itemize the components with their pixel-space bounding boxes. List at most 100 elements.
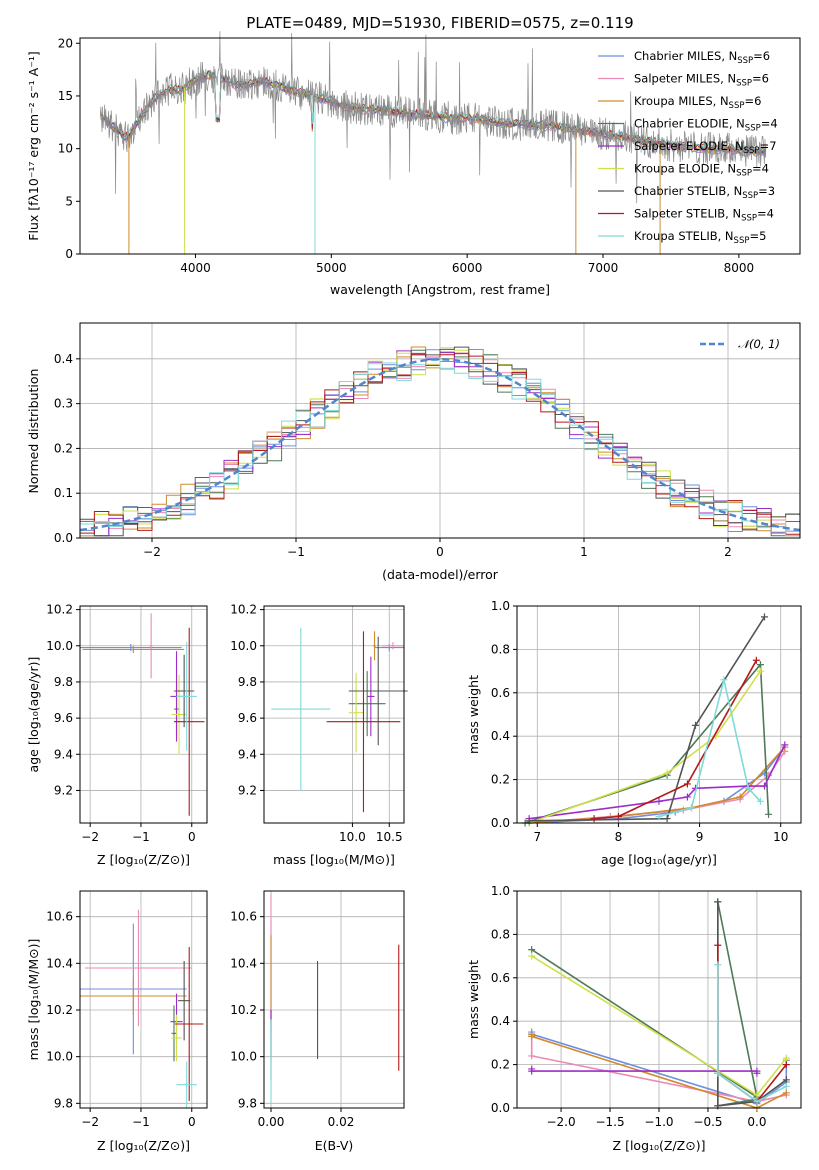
mass-weight-marker — [782, 1082, 790, 1090]
mass-weight-marker — [744, 784, 752, 792]
age_vs_mass-panel: 10.0 10.5 9.2 9.4 9.6 9.8 10.0 10.2 mass [log₁₀(… — [230, 603, 408, 867]
massweight_vs_age-ytick-label: 0.4 — [491, 729, 510, 743]
mass-weight-marker — [714, 898, 722, 906]
mass-weight-marker — [782, 1061, 790, 1069]
age_vs_mass-xtick-label: 10.0 — [339, 830, 366, 844]
age_vs_Z-grid: −2 −1 0 9.2 9.4 9.6 9.8 10.0 10.2 — [46, 603, 207, 844]
age_vs_Z-ytick-label: 9.6 — [54, 711, 73, 725]
spectrum-panel: PLATE=0489, MJD=51930, FIBERID=0575, z=0… — [26, 14, 801, 297]
spectrum-xtick-label: 5000 — [316, 261, 347, 275]
spectrum-ytick-label: 20 — [58, 36, 73, 50]
mass-weight-marker — [714, 941, 722, 949]
residuals-panel: −2 −1 0 1 2 0.0 0.1 0.2 0.3 0.4 (data-model)/erro… — [26, 322, 801, 582]
age_vs_mass-xlabel: mass [log₁₀(M/M⊙)] — [273, 852, 395, 867]
massweight_vs_age-xtick-label: 10 — [773, 830, 788, 844]
mass_vs_Z-plot-area — [80, 909, 204, 1108]
spectrum-plot-area — [99, 31, 767, 254]
massweight_vs_age-plot-area — [521, 613, 789, 827]
massweight_vs_age-panel: 7 8 9 10 0.0 0.2 0.4 0.6 0.8 1.0 age [log₁₀(age/yr… — [466, 599, 802, 867]
massweight_vs_Z-ytick-label: 0.6 — [491, 971, 510, 985]
massweight_vs_age-ytick-label: 1.0 — [491, 599, 510, 613]
mass-weight-marker — [528, 1032, 536, 1040]
mass-weight-marker — [753, 1097, 761, 1105]
mass-weight-line — [528, 670, 762, 824]
massweight_vs_Z-ytick-label: 0.8 — [491, 927, 510, 941]
massweight_vs_Z-xtick-label: −0.5 — [693, 1115, 722, 1129]
mass-weight-marker — [782, 1054, 790, 1062]
legend-subscript: SSP — [734, 236, 750, 246]
massweight_vs_age-grid: 7 8 9 10 0.0 0.2 0.4 0.6 0.8 1.0 — [491, 599, 801, 844]
mass_vs_Z-xtick-label: −2 — [81, 1115, 99, 1129]
massweight_vs_Z-xlabel: Z [log₁₀(Z/Z⊙)] — [613, 1138, 706, 1153]
spectrum-ytick-label: 5 — [65, 194, 73, 208]
residuals-ytick-label: 0.0 — [54, 531, 73, 545]
mass-weight-marker — [528, 1067, 536, 1075]
age_vs_mass-frame — [263, 605, 405, 824]
legend-label: Kroupa STELIB, NSSP=5 — [634, 229, 766, 246]
residuals-xtick-label: −2 — [143, 545, 161, 559]
legend-value: =4 — [752, 162, 769, 176]
spectrum-legend: Chabrier MILES, NSSP=6 Salpeter MILES, NS… — [598, 49, 778, 246]
mass_vs_Z-grid: −2 −1 0 9.8 10.0 10.2 10.4 10.6 — [46, 891, 207, 1129]
massweight_vs_age-ytick-label: 0.0 — [491, 816, 510, 830]
legend-subscript: SSP — [741, 214, 757, 224]
mass-weight-marker — [782, 1089, 790, 1097]
mass-weight-marker — [614, 812, 622, 820]
massweight_vs_age-ytick-label: 0.8 — [491, 642, 510, 656]
legend-label: Salpeter MILES, NSSP=6 — [634, 72, 769, 89]
mass_vs_Z-xtick-label: 0 — [188, 1115, 196, 1129]
residuals-ylabel: Normed distribution — [26, 369, 41, 494]
age_vs_Z-xtick-label: 0 — [188, 830, 196, 844]
mass-weight-marker — [753, 1091, 761, 1099]
mass_vs_Z-xtick-label: −1 — [132, 1115, 150, 1129]
mass-weight-marker — [663, 769, 671, 777]
residuals-xtick-label: −1 — [287, 545, 305, 559]
age_vs_Z-ytick-label: 10.0 — [46, 639, 73, 653]
mass-weight-marker — [760, 782, 768, 790]
mass-weight-marker — [782, 1076, 790, 1084]
legend-subscript: SSP — [742, 191, 758, 201]
massweight_vs_Z-ylabel: mass weight — [466, 960, 481, 1039]
mass-weight-marker — [663, 815, 671, 823]
age_vs_Z-ytick-label: 9.8 — [54, 675, 73, 689]
massweight_vs_age-ytick-label: 0.6 — [491, 686, 510, 700]
age_vs_Z-frame — [79, 605, 208, 824]
mass-weight-marker — [590, 815, 598, 823]
mass-weight-marker — [756, 661, 764, 669]
mass-weight-line — [529, 616, 766, 822]
age_vs_mass-plot-area — [271, 627, 408, 813]
mass_vs_ebv-ytick-label: 10.6 — [230, 910, 257, 924]
mass-weight-marker — [683, 793, 691, 801]
mass-weight-marker — [655, 812, 663, 820]
spectrum-ylabel: Flux [fλ10⁻¹⁷ erg cm⁻² s⁻¹ A⁻¹] — [26, 51, 41, 240]
legend-subscript: SSP — [729, 101, 745, 111]
massweight_vs_Z-frame — [516, 890, 802, 1109]
mass_vs_Z-frame — [79, 890, 208, 1109]
mass-weight-marker — [528, 946, 536, 954]
mass_vs_ebv-xlabel: E(B-V) — [315, 1138, 354, 1153]
spectrum-xtick-label: 7000 — [588, 261, 619, 275]
massweight_vs_age-ytick-label: 0.2 — [491, 773, 510, 787]
residuals-ytick-label: 0.2 — [54, 441, 73, 455]
residuals-legend: 𝒩(0, 1) — [700, 337, 780, 351]
massweight_vs_Z-xtick-label: −2.0 — [546, 1115, 575, 1129]
mass_vs_ebv-xtick-label: 0.00 — [258, 1115, 285, 1129]
mass-weight-marker — [714, 1069, 722, 1077]
mass_vs_Z-ytick-label: 10.0 — [46, 1050, 73, 1064]
residuals-ytick-label: 0.4 — [54, 352, 73, 366]
spectrum-ytick-label: 10 — [58, 142, 73, 156]
normal-curve-legend-label: 𝒩(0, 1) — [738, 337, 780, 351]
massweight_vs_Z-xtick-label: −1.5 — [595, 1115, 624, 1129]
residuals-frame — [79, 322, 801, 539]
mass_vs_ebv-panel: 0.00 0.02 9.8 10.0 10.2 10.4 10.6 E(B-V) — [230, 890, 405, 1153]
massweight_vs_age-xtick-label: 8 — [615, 830, 623, 844]
mass_vs_ebv-frame — [263, 890, 405, 1109]
mass_vs_Z-xlabel: Z [log₁₀(Z/Z⊙)] — [97, 1138, 190, 1153]
legend-label: Kroupa ELODIE, NSSP=4 — [634, 162, 769, 179]
legend-value: =5 — [749, 229, 766, 243]
mass-weight-marker — [765, 810, 773, 818]
mass-weight-marker — [756, 797, 764, 805]
age_vs_Z-xtick-label: −1 — [132, 830, 150, 844]
mass_vs_Z-ytick-label: 9.8 — [54, 1096, 73, 1110]
legend-value: =7 — [760, 139, 777, 153]
